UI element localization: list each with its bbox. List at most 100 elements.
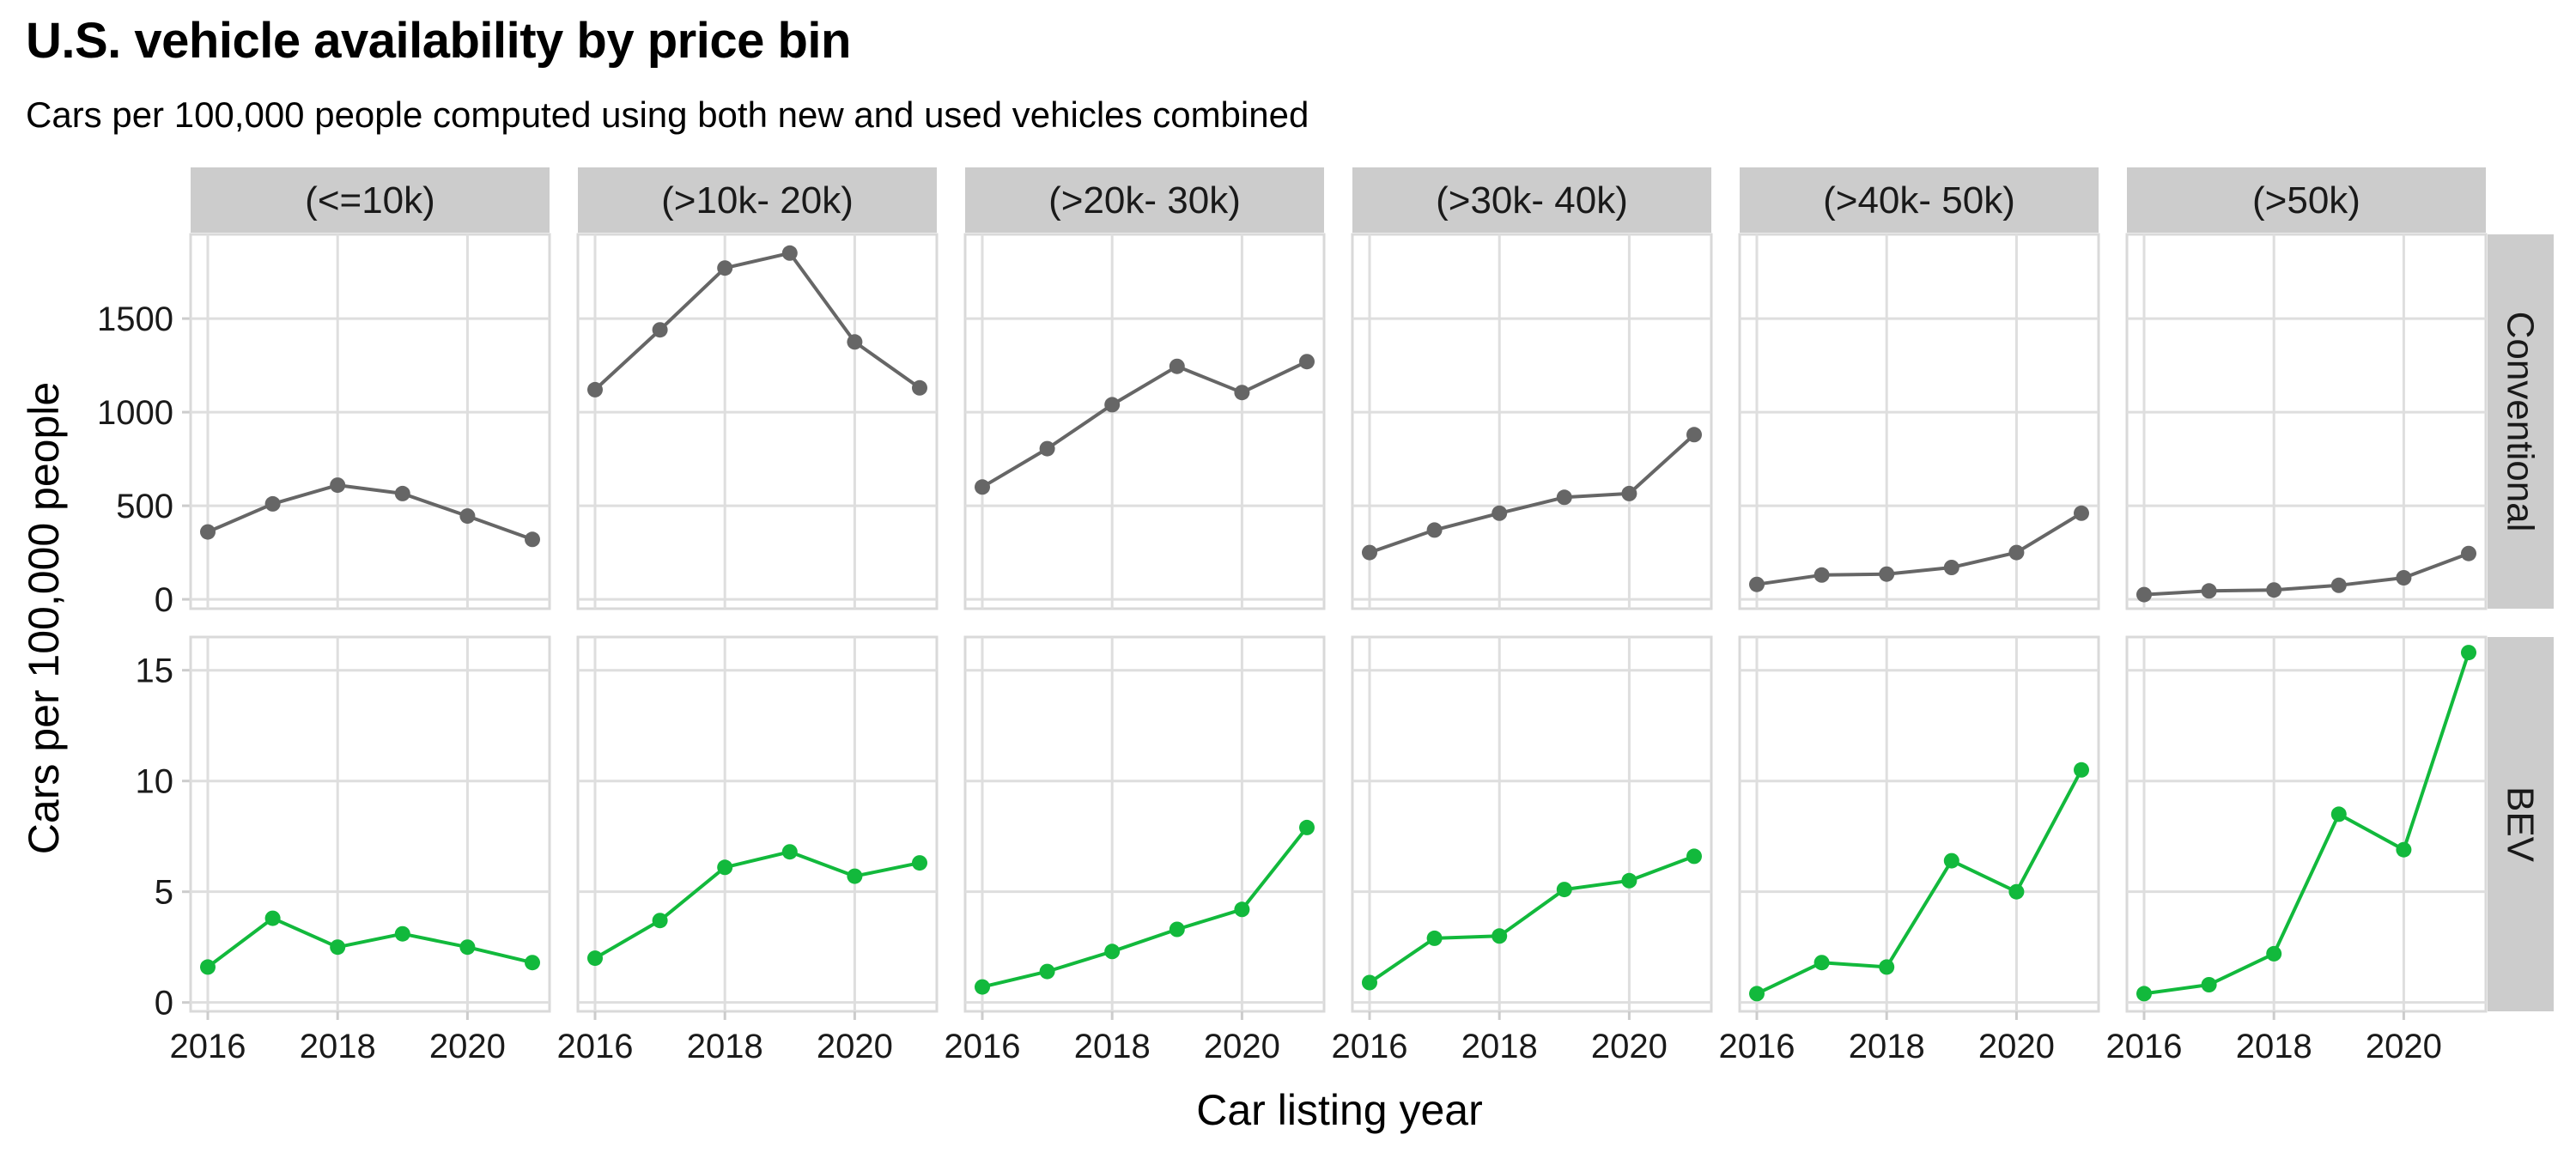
- panel-bev-2: [576, 635, 939, 1013]
- y-tick-label: 0: [155, 985, 173, 1022]
- row-strip-background: [2488, 637, 2554, 1011]
- facet-strip-background: [2127, 167, 2486, 233]
- facet-strip-label: (>40k- 50k): [1823, 179, 2015, 221]
- panel-border: [1738, 233, 2100, 610]
- facet-strip-label: (>20k- 30k): [1048, 179, 1241, 221]
- x-tick-label: 2016: [945, 1028, 1021, 1065]
- series-line: [593, 251, 921, 391]
- facet-strip-label: (>50k): [2252, 179, 2360, 221]
- data-point: [264, 495, 281, 512]
- data-point: [1943, 853, 1959, 869]
- data-point: [200, 524, 216, 540]
- data-point: [1492, 928, 1508, 944]
- facet-strip-4: (>30k- 40k): [1352, 167, 1711, 233]
- x-tick-label: 2018: [1074, 1028, 1151, 1065]
- x-tick-label: 2018: [687, 1028, 763, 1065]
- data-point: [525, 531, 540, 548]
- x-tick-label: 2020: [1978, 1028, 2055, 1065]
- series-line: [1756, 512, 2083, 586]
- series-line: [206, 916, 533, 968]
- panel-border: [189, 233, 551, 610]
- data-point: [912, 379, 927, 396]
- series-line: [1756, 768, 2083, 996]
- panel-border: [189, 635, 551, 1013]
- x-tick-label: 2016: [2106, 1028, 2183, 1065]
- x-tick-label: 2020: [1591, 1028, 1668, 1065]
- facet-strip-background: [578, 167, 937, 233]
- panel-conventional-1: [189, 233, 551, 610]
- data-point: [1492, 505, 1508, 521]
- series-line: [981, 826, 1309, 989]
- data-point: [1169, 921, 1185, 938]
- data-point: [2136, 986, 2152, 1002]
- data-point: [2201, 583, 2217, 599]
- x-tick-label: 2020: [1204, 1028, 1280, 1065]
- panel-bev-5: [1738, 635, 2100, 1013]
- facet-strip-background: [1740, 167, 2099, 233]
- data-point: [459, 939, 476, 956]
- y-tick-label: 500: [116, 488, 173, 525]
- x-tick-label: 2016: [170, 1028, 246, 1065]
- data-point: [1039, 963, 1055, 980]
- row-strip-label: BEV: [2500, 786, 2542, 863]
- y-tick-label: 5: [155, 874, 173, 912]
- panel-border: [1351, 635, 1713, 1013]
- facet-strip-5: (>40k- 50k): [1740, 167, 2099, 233]
- series-line: [593, 850, 920, 960]
- data-point: [1169, 358, 1185, 374]
- panel-conventional-5: [1738, 233, 2100, 610]
- x-tick-label: 2018: [1461, 1028, 1538, 1065]
- y-tick-label: 1000: [97, 394, 173, 432]
- y-tick-label: 0: [155, 581, 173, 619]
- row-strip-background: [2488, 234, 2554, 609]
- panel-border: [2125, 635, 2488, 1013]
- data-point: [1234, 901, 1250, 918]
- data-point: [1362, 544, 1377, 561]
- facet-strip-background: [191, 167, 550, 233]
- data-point: [1686, 427, 1702, 443]
- data-point: [2074, 762, 2089, 778]
- facet-strip-2: (>10k- 20k): [578, 167, 937, 233]
- data-point: [2008, 544, 2025, 561]
- data-point: [587, 381, 603, 397]
- data-point: [847, 334, 863, 350]
- panel-border: [963, 233, 1326, 610]
- row-strip-bev: BEV: [2488, 637, 2554, 1011]
- data-point: [264, 910, 281, 926]
- data-point: [1749, 576, 1765, 592]
- data-point: [1234, 385, 1250, 401]
- panels-layer: (<=10k) (>10k- 20k) (>20k- 30k) (>30k- 40k)…: [97, 167, 2554, 1065]
- series-line: [1368, 854, 1695, 985]
- data-point: [1686, 848, 1702, 865]
- row-strip-conventional: Conventional: [2488, 234, 2554, 609]
- panel-border: [576, 635, 939, 1013]
- data-point: [394, 485, 410, 501]
- data-point: [2396, 841, 2412, 858]
- x-tick-label: 2018: [300, 1028, 376, 1065]
- x-tick-label: 2016: [557, 1028, 634, 1065]
- data-point: [1426, 522, 1443, 538]
- data-point: [1362, 974, 1377, 991]
- panel-conventional-2: [576, 233, 939, 610]
- series-line: [2143, 652, 2470, 996]
- facet-strip-label: (>10k- 20k): [661, 179, 854, 221]
- series-line: [981, 360, 1308, 489]
- data-point: [1814, 955, 1830, 971]
- panel-border: [576, 233, 939, 610]
- x-tick-label: 2018: [2236, 1028, 2312, 1065]
- data-point: [1104, 944, 1121, 960]
- facet-strip-label: (<=10k): [305, 179, 435, 221]
- data-point: [1621, 485, 1637, 501]
- data-point: [975, 979, 990, 995]
- panel-bev-4: [1351, 635, 1713, 1013]
- data-point: [2136, 586, 2152, 603]
- data-point: [1039, 440, 1055, 457]
- data-point: [2074, 505, 2089, 521]
- panel-bev-1: [189, 635, 551, 1013]
- y-tick-label: 1500: [97, 300, 173, 338]
- x-axis-title: Car listing year: [1196, 1086, 1482, 1134]
- data-point: [781, 844, 798, 860]
- panel-border: [2125, 233, 2488, 610]
- data-point: [2008, 883, 2025, 900]
